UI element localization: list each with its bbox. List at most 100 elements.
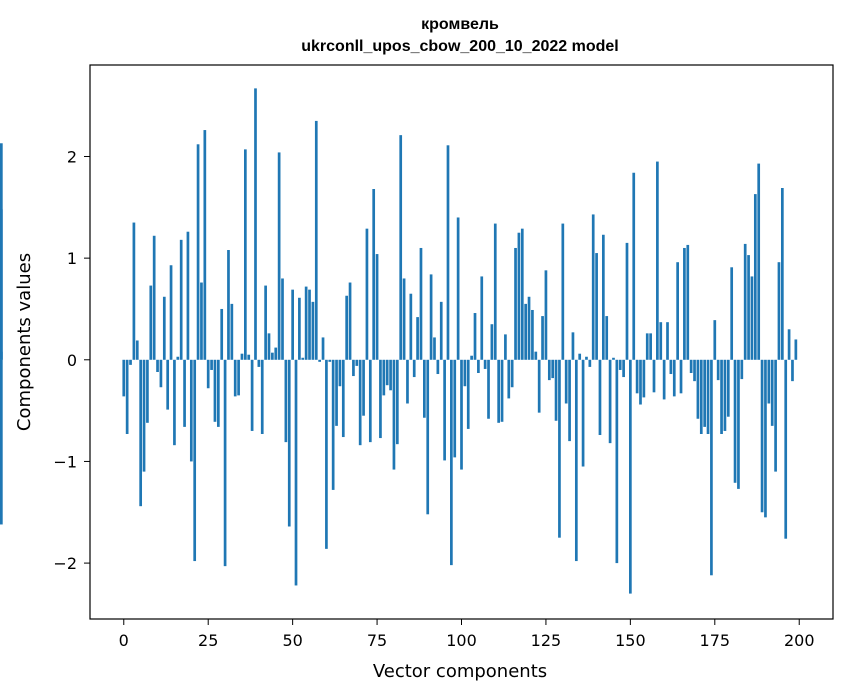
bar (686, 244, 690, 360)
bar (591, 214, 595, 360)
bar (0, 209, 3, 360)
bar (764, 359, 767, 518)
bar (173, 359, 176, 446)
bar (656, 161, 659, 360)
bar (254, 88, 257, 360)
bar (574, 359, 578, 562)
bar (497, 359, 500, 423)
bar (328, 359, 332, 362)
bar (683, 247, 686, 360)
bar (450, 359, 453, 566)
bar (409, 293, 413, 360)
bar (743, 243, 747, 360)
bar (395, 359, 399, 445)
bar (281, 278, 284, 360)
bar (791, 359, 794, 382)
bar (244, 149, 247, 360)
bar (284, 359, 288, 443)
bar (267, 333, 271, 360)
bar (510, 359, 514, 388)
bar (618, 359, 622, 370)
bar (345, 295, 349, 360)
bar (412, 359, 416, 378)
x-tick-label: 175 (700, 631, 731, 650)
bar (608, 359, 612, 444)
bar (541, 316, 544, 360)
bar (419, 247, 423, 360)
bar (193, 359, 197, 562)
x-tick-label: 0 (119, 631, 129, 650)
bar (0, 359, 3, 525)
bar (149, 285, 153, 360)
bar (166, 359, 170, 410)
bar (558, 359, 561, 538)
bar (416, 317, 419, 360)
chart-title: кромвель (421, 16, 499, 33)
bar (402, 278, 406, 360)
bar (649, 333, 652, 360)
bar (517, 232, 521, 360)
y-tick-label: −2 (53, 554, 77, 573)
bar (571, 332, 575, 360)
bar (176, 356, 180, 360)
bar (537, 359, 541, 413)
y-tick-label: 0 (67, 351, 77, 370)
bar (689, 359, 693, 373)
bar (632, 172, 636, 360)
x-tick-label: 100 (446, 631, 477, 650)
bar (652, 359, 656, 393)
bar (257, 359, 261, 367)
bar (152, 235, 156, 360)
bar (706, 359, 710, 434)
bar (247, 354, 251, 360)
bar (730, 267, 734, 360)
bar (453, 359, 457, 458)
bar (436, 359, 440, 375)
bar (500, 359, 504, 422)
bar (622, 359, 625, 378)
bar (578, 353, 582, 360)
bar (325, 359, 328, 549)
bar (223, 359, 227, 567)
bar (679, 359, 683, 394)
bar (716, 359, 720, 381)
bar (460, 359, 463, 470)
bar (527, 296, 531, 360)
bar (348, 282, 352, 360)
bar-series (0, 88, 798, 594)
bar (568, 359, 571, 442)
bar (189, 359, 193, 462)
x-tick-label: 25 (198, 631, 218, 650)
bar (375, 254, 379, 360)
bar (200, 282, 203, 360)
bar (196, 144, 200, 360)
bar (159, 359, 163, 388)
bar (696, 359, 700, 419)
bar (271, 352, 274, 360)
y-tick-label: 1 (67, 249, 77, 268)
bar (352, 359, 355, 377)
bar (277, 152, 281, 360)
bar (787, 329, 791, 360)
bar (598, 359, 602, 436)
bar (392, 359, 396, 470)
bar (493, 223, 497, 360)
bar (726, 359, 730, 417)
bar (504, 334, 507, 360)
bar (477, 359, 480, 373)
bar (699, 359, 703, 434)
bar (507, 359, 511, 399)
bar (639, 359, 642, 405)
bar (784, 359, 788, 539)
bar (547, 359, 551, 381)
bar (260, 359, 264, 434)
bar (750, 276, 754, 360)
bar (358, 359, 362, 446)
bar (601, 234, 605, 360)
bar (298, 297, 301, 360)
y-axis-label: Components values (14, 253, 35, 431)
bar (713, 320, 717, 360)
bar (213, 359, 217, 422)
bar (767, 359, 771, 404)
bar (531, 309, 534, 360)
